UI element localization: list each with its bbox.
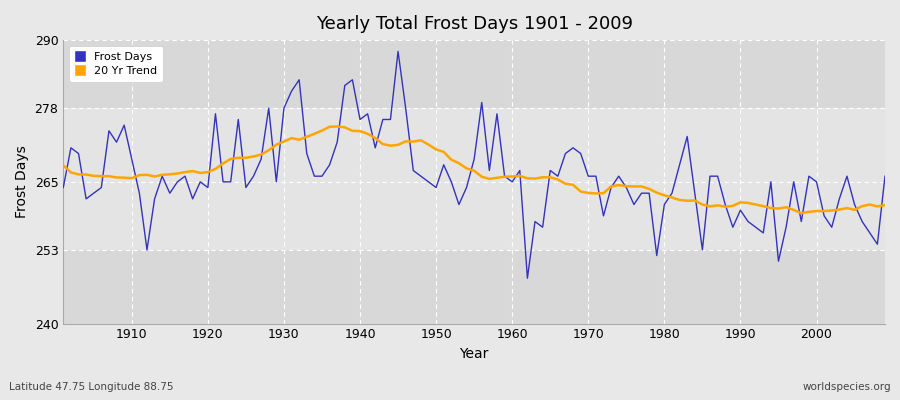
20 Yr Trend bbox=[507, 174, 517, 179]
20 Yr Trend bbox=[606, 184, 616, 189]
Text: Latitude 47.75 Longitude 88.75: Latitude 47.75 Longitude 88.75 bbox=[9, 382, 174, 392]
20 Yr Trend bbox=[796, 211, 806, 216]
Line: Frost Days: Frost Days bbox=[63, 52, 885, 278]
Y-axis label: Frost Days: Frost Days bbox=[15, 146, 29, 218]
20 Yr Trend bbox=[58, 163, 68, 168]
Frost Days bbox=[119, 123, 130, 128]
Frost Days bbox=[286, 89, 297, 94]
Frost Days bbox=[522, 276, 533, 281]
20 Yr Trend bbox=[339, 125, 350, 130]
X-axis label: Year: Year bbox=[460, 347, 489, 361]
Line: 20 Yr Trend: 20 Yr Trend bbox=[63, 126, 885, 213]
20 Yr Trend bbox=[332, 124, 343, 129]
Legend: Frost Days, 20 Yr Trend: Frost Days, 20 Yr Trend bbox=[68, 46, 163, 82]
Frost Days bbox=[58, 185, 68, 190]
Frost Days bbox=[613, 174, 624, 178]
Frost Days bbox=[332, 140, 343, 144]
Bar bbox=[63, 108, 885, 250]
Frost Days bbox=[392, 49, 403, 54]
20 Yr Trend bbox=[119, 175, 130, 180]
Title: Yearly Total Frost Days 1901 - 2009: Yearly Total Frost Days 1901 - 2009 bbox=[316, 15, 633, 33]
20 Yr Trend bbox=[515, 174, 526, 178]
Frost Days bbox=[515, 168, 526, 173]
Text: worldspecies.org: worldspecies.org bbox=[803, 382, 891, 392]
20 Yr Trend bbox=[286, 136, 297, 140]
20 Yr Trend bbox=[879, 203, 890, 208]
Frost Days bbox=[879, 174, 890, 178]
Frost Days bbox=[507, 180, 517, 184]
